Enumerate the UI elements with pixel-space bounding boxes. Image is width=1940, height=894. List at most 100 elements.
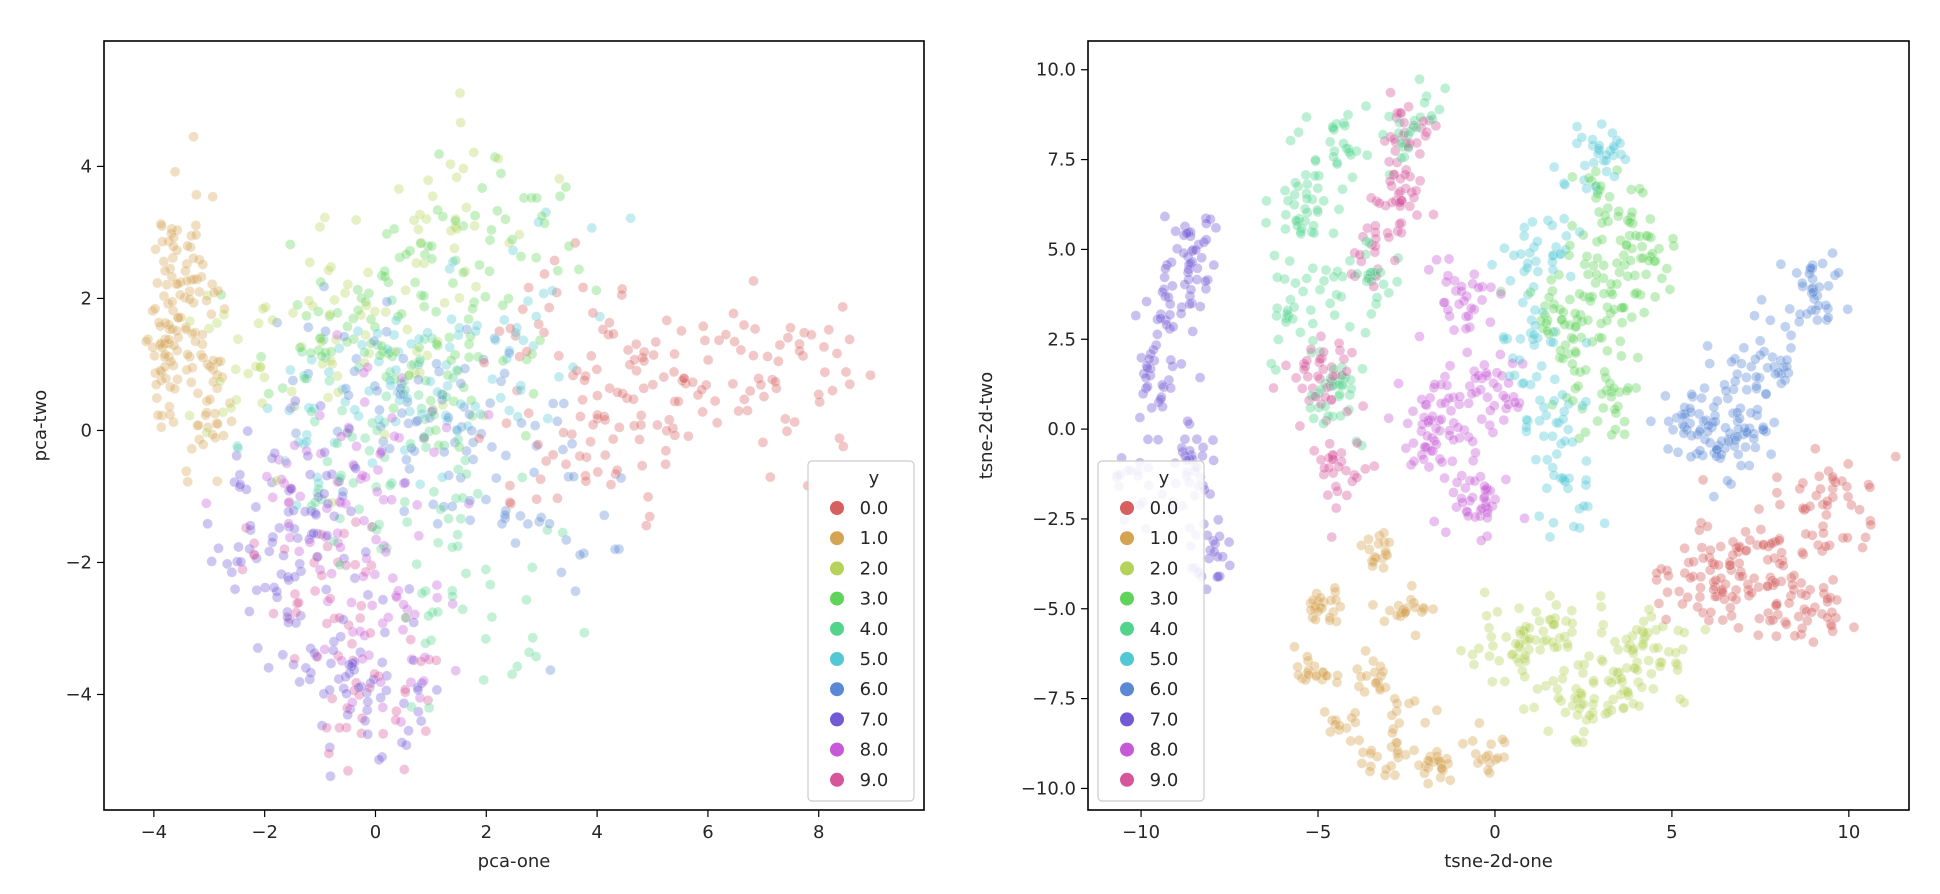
- data-point-series-1.0: [1332, 670, 1343, 681]
- data-point-series-1.0: [156, 421, 167, 433]
- data-point-series-1.0: [187, 328, 198, 339]
- data-point-series-6.0: [1719, 379, 1730, 391]
- data-point-series-2.0: [1532, 683, 1543, 695]
- data-point-series-0.0: [612, 387, 623, 398]
- data-point-series-7.0: [1148, 344, 1159, 356]
- data-point-series-6.0: [302, 321, 314, 333]
- data-point-series-2.0: [314, 221, 326, 233]
- data-point-series-0.0: [844, 334, 855, 345]
- data-point-series-9.0: [285, 483, 296, 495]
- data-point-series-3.0: [495, 168, 507, 179]
- data-point-series-2.0: [1677, 643, 1689, 655]
- data-point-series-2.0: [359, 357, 370, 369]
- data-point-series-3.0: [263, 388, 275, 400]
- data-point-series-2.0: [258, 371, 270, 383]
- data-point-series-7.0: [305, 643, 317, 654]
- data-point-series-5.0: [1608, 141, 1619, 152]
- data-point-series-0.0: [577, 394, 588, 406]
- data-point-series-0.0: [1694, 524, 1705, 536]
- data-point-series-5.0: [1548, 326, 1559, 338]
- data-point-series-2.0: [1507, 648, 1519, 660]
- plot-frame: [1087, 40, 1910, 811]
- data-point-series-2.0: [1583, 650, 1595, 662]
- data-point-series-6.0: [381, 296, 393, 308]
- data-point-series-3.0: [1581, 251, 1593, 262]
- data-point-series-5.0: [625, 212, 636, 224]
- data-point-series-4.0: [1328, 227, 1339, 239]
- data-point-series-3.0: [1548, 298, 1560, 310]
- data-point-series-3.0: [1580, 364, 1591, 376]
- data-point-series-8.0: [314, 564, 326, 576]
- data-point-series-3.0: [369, 321, 381, 333]
- data-point-series-0.0: [779, 413, 791, 425]
- data-point-series-1.0: [1399, 607, 1411, 619]
- data-point-series-0.0: [1815, 483, 1826, 495]
- x-axis-label: pca-one: [478, 851, 551, 872]
- data-point-series-8.0: [418, 433, 430, 444]
- data-point-series-8.0: [369, 569, 381, 580]
- data-point-series-7.0: [338, 553, 350, 564]
- data-point-series-7.0: [290, 617, 302, 629]
- data-point-series-4.0: [1346, 383, 1357, 395]
- data-point-series-3.0: [539, 217, 551, 229]
- data-point-series-2.0: [451, 223, 463, 235]
- data-point-series-7.0: [398, 698, 410, 709]
- data-point-series-6.0: [1709, 410, 1721, 421]
- data-point-series-0.0: [1827, 491, 1839, 503]
- data-point-series-2.0: [1570, 683, 1582, 695]
- data-point-series-3.0: [1555, 345, 1566, 356]
- data-point-series-7.0: [338, 683, 350, 694]
- data-point-series-1.0: [1392, 752, 1404, 763]
- data-point-series-5.0: [1538, 430, 1550, 442]
- data-point-series-7.0: [311, 650, 322, 662]
- data-point-series-2.0: [1577, 667, 1589, 679]
- data-point-series-6.0: [1679, 402, 1690, 413]
- data-point-series-7.0: [1208, 259, 1220, 271]
- data-point-series-3.0: [530, 252, 542, 264]
- data-point-series-9.0: [1394, 186, 1406, 197]
- data-point-series-0.0: [547, 449, 559, 461]
- data-point-series-2.0: [478, 410, 489, 421]
- data-point-series-8.0: [301, 445, 312, 457]
- data-point-series-7.0: [318, 688, 330, 700]
- data-point-series-0.0: [1764, 615, 1776, 627]
- data-point-series-1.0: [1330, 594, 1342, 606]
- data-point-series-1.0: [150, 367, 161, 379]
- data-point-series-1.0: [175, 312, 186, 323]
- data-point-series-5.0: [333, 342, 345, 354]
- data-point-series-3.0: [1572, 380, 1584, 392]
- data-point-series-2.0: [1678, 697, 1690, 708]
- data-point-series-7.0: [346, 661, 358, 672]
- data-point-series-5.0: [1600, 155, 1612, 166]
- data-point-series-6.0: [1785, 342, 1797, 354]
- data-point-series-0.0: [668, 366, 680, 378]
- data-point-series-5.0: [1559, 476, 1571, 487]
- data-point-series-0.0: [758, 391, 770, 402]
- data-point-series-8.0: [1460, 311, 1472, 322]
- data-point-series-0.0: [762, 351, 773, 362]
- data-point-series-4.0: [1366, 275, 1377, 287]
- data-point-series-0.0: [652, 419, 663, 431]
- data-point-series-7.0: [1184, 418, 1195, 430]
- data-point-series-1.0: [1368, 556, 1379, 568]
- data-point-series-5.0: [437, 471, 448, 483]
- data-point-series-1.0: [1389, 769, 1401, 781]
- data-point-series-7.0: [1165, 354, 1177, 366]
- data-point-series-2.0: [326, 358, 338, 370]
- data-point-series-3.0: [1602, 202, 1614, 214]
- data-point-series-0.0: [478, 357, 490, 368]
- data-point-series-1.0: [1422, 755, 1434, 766]
- data-point-series-2.0: [1637, 638, 1649, 650]
- data-point-series-3.0: [1630, 230, 1641, 241]
- data-point-series-0.0: [1746, 587, 1757, 599]
- data-point-series-0.0: [599, 449, 611, 461]
- data-point-series-0.0: [581, 451, 592, 463]
- data-point-series-8.0: [1475, 471, 1486, 482]
- data-point-series-2.0: [1519, 650, 1531, 661]
- data-point-series-7.0: [235, 479, 246, 490]
- data-point-series-1.0: [172, 224, 183, 236]
- data-point-series-5.0: [1581, 455, 1592, 467]
- data-point-series-5.0: [1558, 474, 1570, 486]
- data-point-series-0.0: [1707, 557, 1718, 569]
- data-point-series-3.0: [1539, 309, 1551, 321]
